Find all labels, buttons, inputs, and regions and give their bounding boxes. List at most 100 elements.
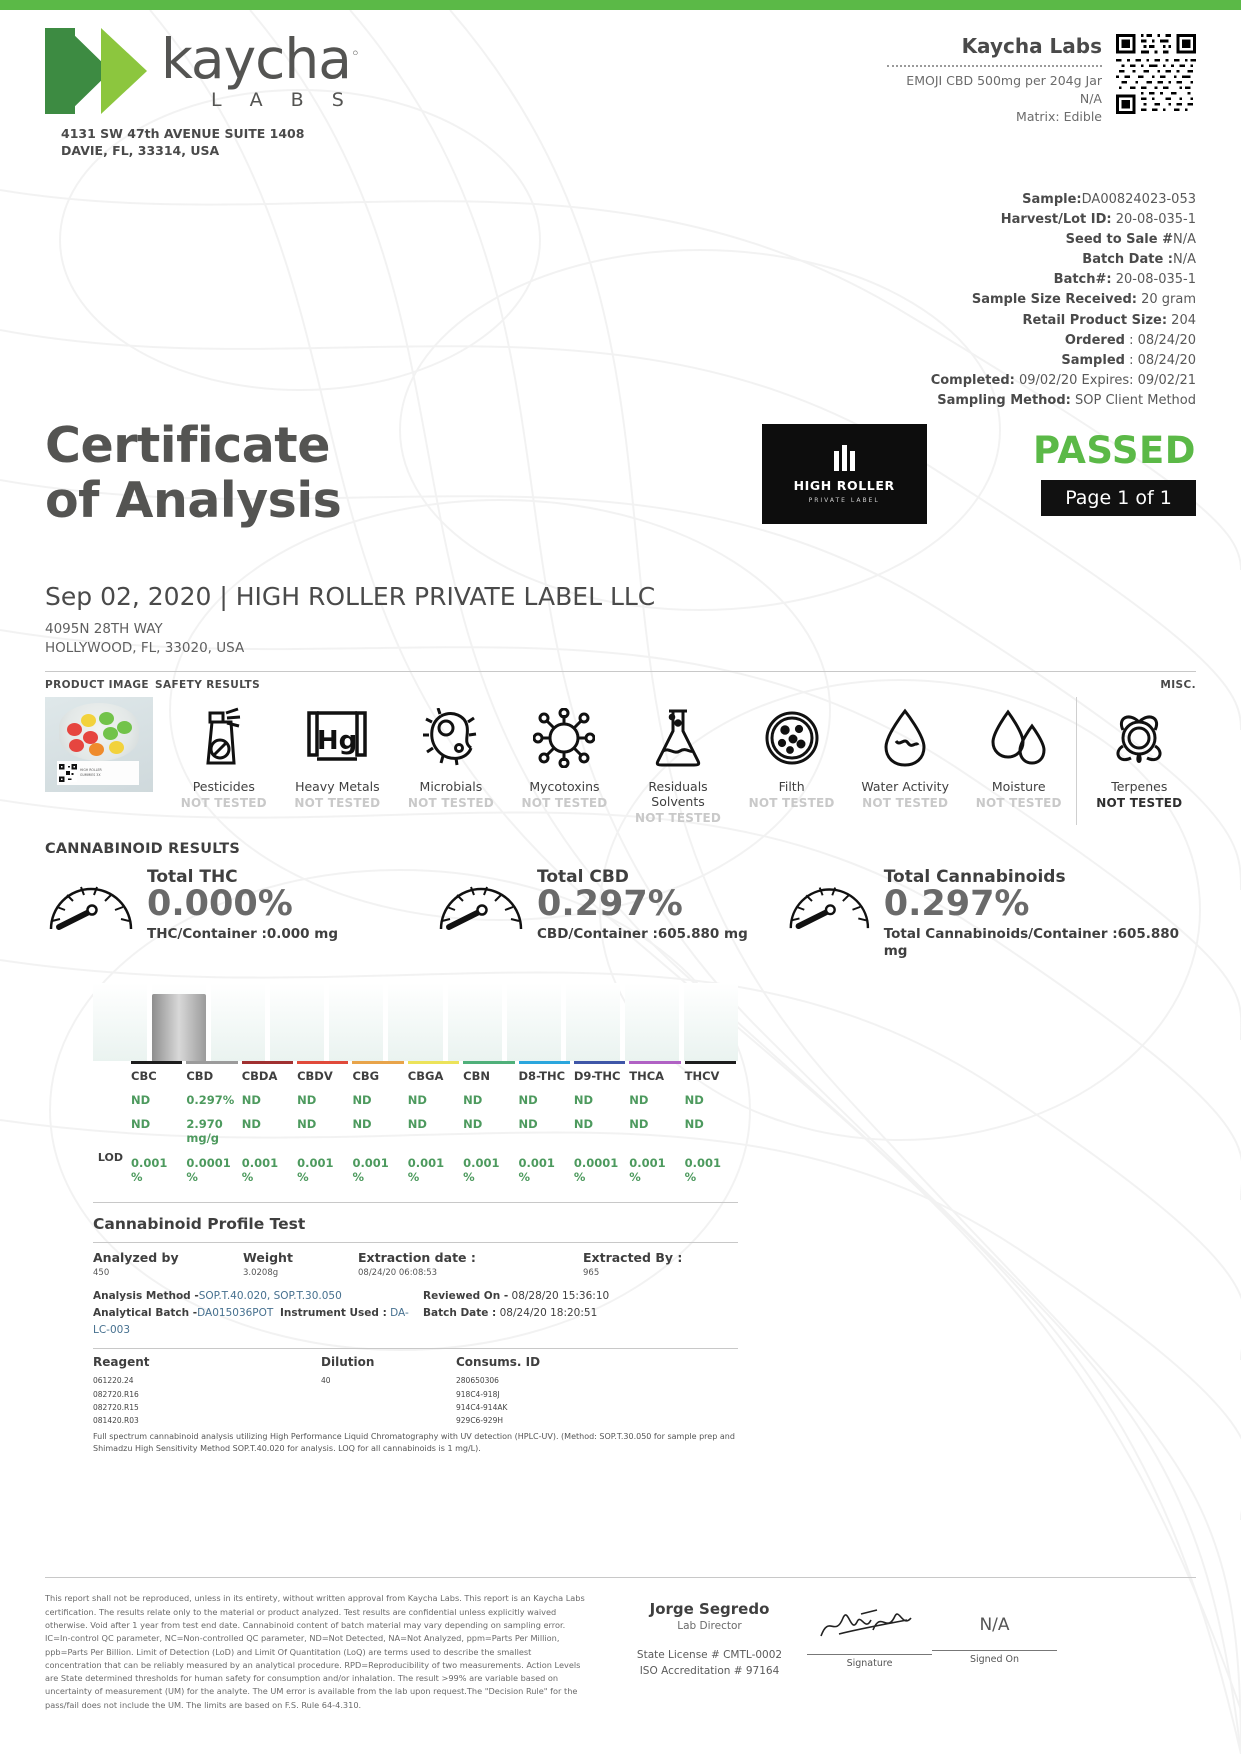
safety-name: Moisture	[991, 779, 1046, 795]
page-header: kaycha◦ L A B S 4131 SW 47th AVENUE SUIT…	[45, 10, 1196, 160]
safety-name: Mycotoxins	[529, 779, 600, 795]
kaycha-k-logo-icon	[45, 28, 157, 114]
gummies-photo	[59, 703, 139, 762]
brand-sub: PRIVATE LABEL	[808, 496, 880, 504]
cannabinoid-header: D9-THC	[573, 1068, 621, 1083]
product-image: HIGH ROLLER GUMMIES 3X	[45, 697, 153, 793]
table-row-mgg: ND 2.970 mg/g ND ND ND ND ND ND ND ND ND	[93, 1112, 738, 1151]
header-right-block: Kaycha Labs EMOJI CBD 500mg per 204g Jar…	[887, 28, 1196, 126]
safety-results-row: HIGH ROLLER GUMMIES 3X Pesticides NOT TES…	[45, 697, 1196, 826]
cannabinoid-header: CBGA	[407, 1068, 444, 1083]
lod-label: LOD	[97, 1150, 123, 1164]
gauges-row: Total THC 0.000% THC/Container :0.000 mg…	[45, 867, 1196, 961]
cannabinoid-lod: 0.001 %	[297, 1155, 334, 1185]
info-extracted-by: Extracted By : 965	[583, 1249, 683, 1278]
brand-bars-icon	[833, 444, 855, 471]
moisture-icon	[962, 697, 1076, 779]
safety-item-microbials: Microbials NOT TESTED	[394, 697, 508, 825]
chart-bar-cbd	[152, 982, 207, 1061]
cannabinoid-lod: 0.001 %	[463, 1155, 500, 1185]
meta-harvest: Harvest/Lot ID: 20-08-035-1	[1000, 211, 1196, 227]
water-activity-icon	[848, 697, 962, 779]
safety-name: Filth	[778, 779, 805, 795]
cannabinoid-percent: ND	[352, 1092, 372, 1107]
cannabinoid-mgg: ND	[131, 1117, 151, 1132]
cannabinoid-lod: 0.001 %	[684, 1155, 721, 1185]
cannabinoid-profile-test-heading: Cannabinoid Profile Test	[93, 1214, 306, 1233]
cannabinoid-mgg: ND	[684, 1117, 704, 1132]
lab-director-role: Lab Director	[677, 1620, 742, 1633]
signature-label: Signature	[807, 1654, 932, 1669]
sticker-text: HIGH ROLLER GUMMIES 3X	[80, 768, 102, 778]
safety-item-filth: Filth NOT TESTED	[735, 697, 849, 825]
cannabinoid-header: CBG	[352, 1068, 380, 1083]
cannabinoid-header: THCV	[684, 1068, 720, 1083]
cannabinoid-lod: 0.001 %	[629, 1155, 666, 1185]
sample-metadata: Sample:DA00824023-053 Harvest/Lot ID: 20…	[45, 190, 1196, 412]
dotted-divider	[887, 65, 1102, 67]
safety-status: NOT TESTED	[180, 796, 267, 811]
safety-item-water-activity: Water Activity NOT TESTED	[848, 697, 962, 825]
meta-sampled: Sampled : 08/24/20	[1061, 352, 1196, 368]
meta-retail-size: Retail Product Size: 204	[1022, 312, 1197, 328]
gauge-container: CBD/Container :605.880 mg	[537, 925, 748, 942]
cannabinoid-percent: ND	[463, 1092, 483, 1107]
reagent-id: 082720.R15	[93, 1402, 139, 1412]
chart-bars	[93, 982, 739, 1061]
cannabinoid-header: CBC	[131, 1068, 157, 1083]
safety-status: NOT TESTED	[521, 796, 608, 811]
meta-ordered: Ordered : 08/24/20	[1064, 332, 1196, 348]
reviewed-on: Reviewed On - 08/28/20 15:36:10	[423, 1289, 610, 1302]
safety-name: Heavy Metals	[295, 779, 380, 795]
dilution-header: Dilution	[321, 1355, 375, 1370]
safety-status: NOT TESTED	[975, 796, 1062, 811]
meta-batch: Batch#: 20-08-035-1	[1053, 272, 1196, 288]
cannabinoid-table: CBC CBD CBDA CBDV CBG CBGA CBN D8-THC D9-THC THCA…	[93, 1060, 738, 1190]
cannabinoid-mgg: ND	[297, 1117, 317, 1132]
cannabinoid-bar-chart	[93, 982, 739, 1061]
cannabinoid-mgg: ND	[573, 1117, 594, 1132]
chart-bar-d8-thc	[506, 982, 561, 1061]
qr-code-icon[interactable]	[1116, 34, 1196, 114]
page-indicator: Page 1 of 1	[1041, 480, 1196, 517]
table-row-lod: LOD 0.001 % 0.0001 % 0.001 % 0.001 % 0.001 % 0…	[93, 1151, 738, 1190]
pesticides-icon	[167, 697, 281, 779]
profile-batch-date: Batch Date : 08/24/20 18:20:51	[423, 1306, 598, 1319]
section-label-row: PRODUCT IMAGE SAFETY RESULTS MISC.	[45, 671, 1196, 691]
cannabinoid-percent: ND	[297, 1092, 317, 1107]
table-divider	[93, 1201, 738, 1203]
safety-name: Microbials	[419, 779, 483, 795]
state-license: State License # CMTL-0002	[636, 1649, 783, 1662]
safety-name: Water Activity	[861, 779, 949, 795]
cannabinoid-mgg: ND	[352, 1117, 372, 1132]
top-accent-bar	[0, 0, 1241, 10]
safety-item-residual-solvents: Residuals Solvents NOT TESTED	[621, 697, 735, 825]
method-footnote: Full spectrum cannabinoid analysis utili…	[93, 1431, 735, 1453]
consums-id: 914C4-914AK	[456, 1402, 508, 1412]
safety-status: NOT TESTED	[635, 811, 722, 826]
lab-logo-block: kaycha◦ L A B S 4131 SW 47th AVENUE SUIT…	[45, 28, 515, 160]
analysis-method: Analysis Method -SOP.T.40.020, SOP.T.30.…	[93, 1289, 342, 1302]
product-description: EMOJI CBD 500mg per 204g Jar	[906, 73, 1102, 88]
signed-on-value: N/A	[979, 1615, 1010, 1636]
client-address: 4095N 28TH WAY HOLLYWOOD, FL, 33020, USA	[45, 621, 245, 657]
gauge-value: 0.000%	[147, 884, 293, 925]
reagent-id: 081420.R03	[93, 1415, 139, 1425]
client-name: Sep 02, 2020 | HIGH ROLLER PRIVATE LABEL…	[45, 582, 656, 612]
signature-image	[819, 1609, 912, 1637]
product-label-sticker: HIGH ROLLER GUMMIES 3X	[57, 761, 139, 786]
meta-seed-to-sale: Seed to Sale #N/A	[1065, 232, 1196, 248]
meta-sample-size: Sample Size Received: 20 gram	[971, 292, 1196, 308]
info-analyzed-by: Analyzed by 450	[93, 1249, 179, 1278]
info-extraction-date: Extraction date : 08/24/20 06:08:53	[358, 1249, 476, 1278]
chart-bar-cbda	[211, 982, 266, 1061]
chart-bar-d9-thc	[565, 982, 620, 1061]
chart-bar-cbn	[447, 982, 502, 1061]
table-row-percent: ND 0.297% ND ND ND ND ND ND ND ND ND	[93, 1088, 738, 1112]
signed-on-label: Signed On	[932, 1650, 1057, 1665]
consums-header: Consums. ID	[456, 1355, 541, 1370]
cannabinoid-percent: ND	[131, 1092, 151, 1107]
cannabinoid-lod: 0.001 %	[131, 1155, 168, 1185]
gauge-container: Total Cannabinoids/Container :605.880 mg	[883, 925, 1180, 960]
cannabinoid-header: THCA	[629, 1068, 665, 1083]
